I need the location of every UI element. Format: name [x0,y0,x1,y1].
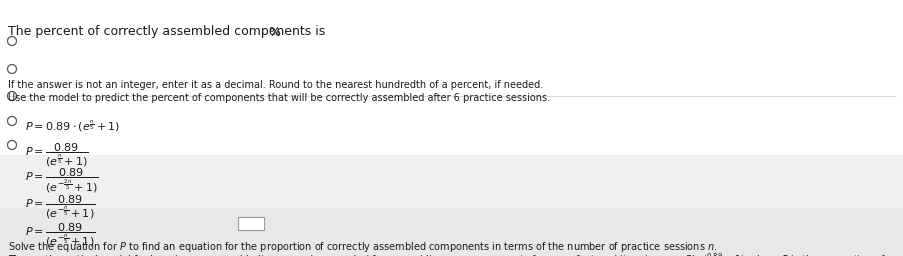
Text: If the answer is not an integer, enter it as a decimal. Round to the nearest hun: If the answer is not an integer, enter i… [8,80,543,90]
FancyBboxPatch shape [0,208,903,256]
Text: $P = \dfrac{0.89}{(e^{\frac{n}{5}}+1)}$: $P = \dfrac{0.89}{(e^{\frac{n}{5}}+1)}$ [25,142,88,169]
Text: Use the model to predict the percent of components that will be correctly assemb: Use the model to predict the percent of … [8,93,550,103]
Text: The mathematical model for learning an assembly-line procedure needed for assemb: The mathematical model for learning an a… [8,252,903,256]
FancyBboxPatch shape [0,0,903,155]
Text: $P = 0.89 \cdot (e^{\frac{n}{5}}+1)$: $P = 0.89 \cdot (e^{\frac{n}{5}}+1)$ [25,118,120,134]
Text: The percent of correctly assembled components is: The percent of correctly assembled compo… [8,26,325,38]
FancyBboxPatch shape [237,217,264,230]
Text: $P = \dfrac{0.89}{(e^{-\frac{n}{5}}+1)}$: $P = \dfrac{0.89}{(e^{-\frac{n}{5}}+1)}$ [25,222,96,249]
Text: %: % [267,26,280,38]
Text: Solve the equation for $P$ to find an equation for the proportion of correctly a: Solve the equation for $P$ to find an eq… [8,240,717,254]
FancyBboxPatch shape [0,155,903,256]
Text: $P = \dfrac{0.89}{(e^{-\frac{2n}{5}}+1)}$: $P = \dfrac{0.89}{(e^{-\frac{2n}{5}}+1)}… [25,167,98,195]
Text: $P = \dfrac{0.89}{(e^{-\frac{n}{5}}+1)}$: $P = \dfrac{0.89}{(e^{-\frac{n}{5}}+1)}$ [25,194,96,221]
